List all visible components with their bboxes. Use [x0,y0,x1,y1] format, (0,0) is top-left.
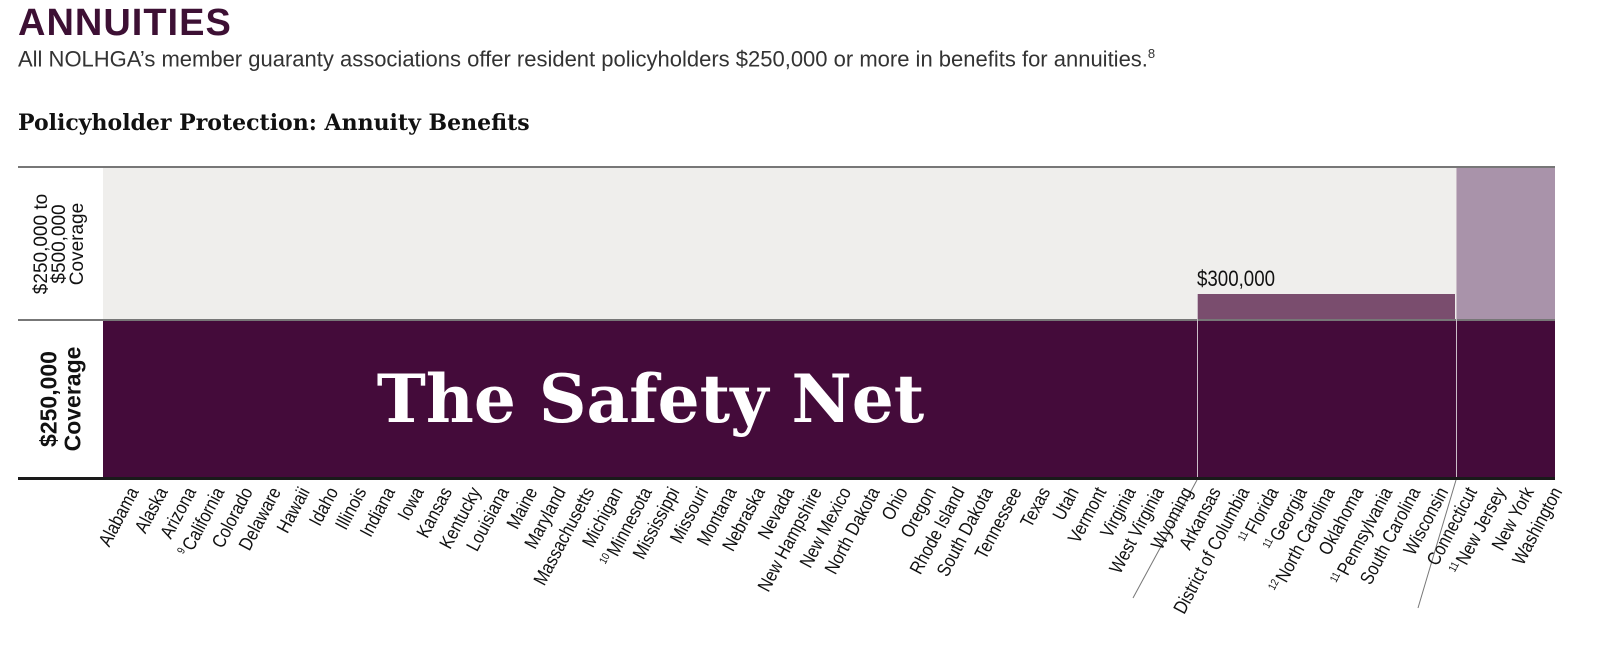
page-title: ANNUITIES [18,2,232,44]
top-rule [18,166,1555,168]
divider-line [1417,479,1457,609]
value-label-300000: $300,000 [1197,266,1276,291]
baseline [18,477,1555,480]
mid-rule [18,319,1555,321]
subtitle-text: All NOLHGA’s member guaranty association… [18,46,1148,72]
group-divider [1197,294,1198,477]
divider-line [1132,479,1198,599]
bar-300000-extra [1197,294,1455,319]
group-divider [1456,168,1457,477]
page-subtitle: All NOLHGA’s member guaranty association… [18,46,1155,72]
footnote-ref: 8 [1147,46,1156,61]
upper-band [103,168,1456,319]
bar-500000 [1456,168,1555,319]
bar-250000-base [103,321,1555,477]
safety-net-banner: The Safety Net [376,360,925,438]
chart-title: Policyholder Protection: Annuity Benefit… [18,110,530,136]
